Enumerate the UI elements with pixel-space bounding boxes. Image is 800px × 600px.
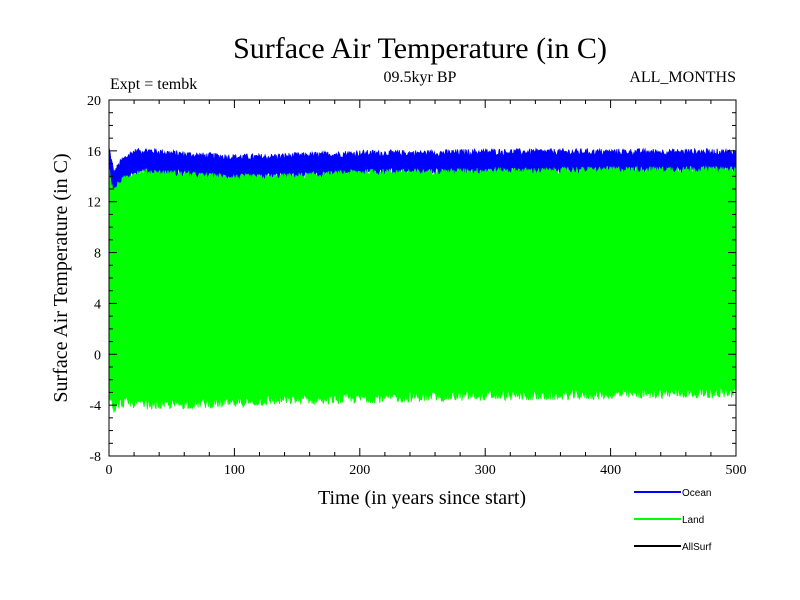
x-axis-label: Time (in years since start) — [318, 487, 526, 509]
series-land-band — [108, 165, 737, 413]
ticks-layer: 0 100 200 300 400 500 -8 -4 0 4 8 12 16 20 — [87, 94, 747, 478]
y-tick-label: -4 — [89, 399, 101, 414]
x-tick-label: 0 — [106, 463, 113, 478]
y-tick-label: -8 — [89, 450, 101, 465]
legend: Ocean Land AllSurf — [634, 488, 712, 553]
months-label: ALL_MONTHS — [629, 69, 736, 86]
expt-label: Expt = tembk — [110, 76, 197, 93]
x-tick-label: 300 — [475, 463, 496, 478]
y-tick-label: 0 — [94, 348, 101, 363]
y-tick-label: 4 — [94, 297, 101, 312]
y-tick-label: 16 — [87, 145, 101, 160]
legend-label-ocean: Ocean — [682, 488, 711, 499]
x-tick-label: 500 — [726, 463, 747, 478]
y-tick-label: 20 — [87, 94, 101, 109]
y-axis-label: Surface Air Temperature (in C) — [50, 153, 72, 402]
period-label: 09.5kyr BP — [384, 69, 457, 86]
x-tick-label: 400 — [600, 463, 621, 478]
legend-label-allsurf: AllSurf — [682, 542, 712, 553]
x-tick-label: 200 — [349, 463, 370, 478]
legend-label-land: Land — [682, 515, 704, 526]
chart-title: Surface Air Temperature (in C) — [233, 32, 607, 65]
x-tick-label: 100 — [224, 463, 245, 478]
y-tick-label: 8 — [94, 247, 101, 262]
y-tick-label: 12 — [87, 196, 101, 211]
series-layer — [108, 147, 737, 413]
